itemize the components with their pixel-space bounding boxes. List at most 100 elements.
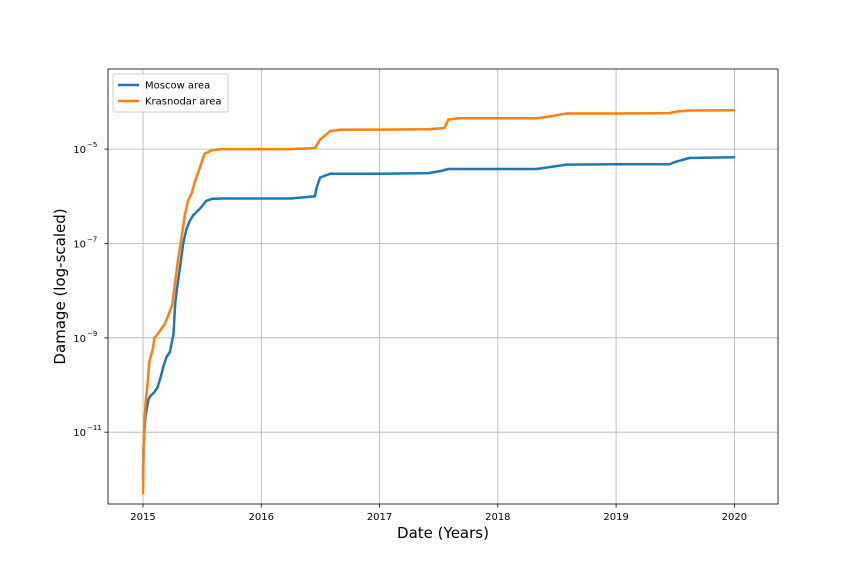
series-point-1 (230, 147, 233, 151)
series-point-0 (159, 375, 162, 378)
series-point-0 (173, 303, 177, 307)
y-tick-exponent: −11 (87, 424, 102, 432)
series-point-0 (230, 197, 233, 200)
series-point-1 (732, 109, 736, 112)
series-point-0 (178, 266, 182, 270)
series-point-1 (210, 149, 213, 152)
series-point-0 (156, 386, 159, 389)
series-point-0 (196, 209, 200, 212)
series-point-1 (565, 112, 568, 115)
y-tick-label: 10 −9 (73, 330, 97, 345)
series-line-1 (141, 108, 735, 494)
series-point-0 (447, 167, 450, 171)
series-point-1 (148, 361, 151, 364)
x-axis-label: Date (Years) (397, 524, 489, 542)
series-point-1 (289, 147, 292, 151)
y-axis-label: Damage (log-scaled) (51, 208, 69, 364)
x-tick-label: 2017 (367, 512, 392, 523)
series-point-1 (180, 234, 184, 237)
series-point-0 (153, 391, 156, 394)
x-axis-ticks: 2015 2016 2017 2018 2019 2020 (130, 504, 747, 523)
series-point-1 (143, 416, 146, 420)
series-point-1 (151, 347, 155, 350)
series-point-1 (144, 398, 148, 401)
series-point-1 (186, 199, 190, 203)
series-point-1 (203, 152, 206, 155)
series-point-0 (168, 350, 172, 354)
series-point-1 (447, 118, 450, 121)
series-point-0 (172, 332, 175, 336)
series-point-1 (535, 117, 538, 120)
legend-label-moscow: Moscow area (145, 81, 210, 92)
legend-box (112, 73, 229, 113)
x-tick-label: 2020 (722, 512, 747, 523)
series-point-1 (378, 128, 381, 131)
series-point-0 (673, 160, 676, 164)
grid-lines (108, 69, 778, 504)
series-point-0 (210, 197, 213, 201)
series-point-1 (171, 303, 174, 307)
series-point-0 (688, 156, 691, 160)
series-point-0 (147, 398, 150, 401)
series-point-0 (165, 355, 168, 358)
series-point-0 (732, 156, 736, 159)
series-point-0 (175, 289, 178, 292)
series-point-0 (182, 242, 185, 245)
series-point-0 (185, 228, 188, 231)
series-point-0 (318, 176, 322, 179)
series-line-0 (141, 156, 735, 480)
series-point-0 (378, 172, 381, 175)
y-tick-base: 10 (73, 145, 86, 156)
series-point-1 (688, 109, 691, 112)
series-point-0 (289, 197, 292, 200)
series-point-1 (668, 111, 671, 115)
series-point-1 (457, 117, 460, 120)
series-point-1 (260, 147, 263, 151)
series-point-0 (192, 213, 195, 217)
series-point-1 (141, 492, 145, 495)
series-point-0 (457, 167, 460, 171)
series-point-1 (173, 281, 177, 284)
plot-frame (107, 68, 779, 505)
y-tick-exponent: −7 (87, 235, 97, 243)
series-point-0 (441, 169, 444, 172)
series-point-0 (200, 205, 203, 208)
series-point-0 (427, 171, 430, 175)
series-point-1 (159, 328, 162, 331)
series-point-1 (142, 445, 145, 448)
series-point-1 (318, 138, 322, 141)
series-point-1 (313, 146, 317, 150)
y-tick-label: 10 −11 (73, 424, 102, 439)
series-point-0 (614, 163, 618, 166)
series-point-1 (328, 130, 332, 133)
series-point-0 (550, 165, 553, 169)
series-point-1 (673, 110, 676, 114)
series-point-1 (177, 256, 180, 259)
series-point-0 (668, 163, 671, 166)
y-tick-base: 10 (73, 334, 86, 345)
series-point-0 (188, 219, 191, 223)
series-point-1 (614, 112, 618, 115)
series-point-0 (220, 197, 223, 200)
series-point-1 (496, 117, 499, 120)
x-tick-label: 2018 (485, 512, 510, 523)
y-tick-exponent: −9 (87, 330, 97, 338)
y-tick-label: 10 −5 (73, 141, 97, 156)
series-point-1 (190, 191, 194, 194)
series-point-1 (193, 180, 196, 184)
series-point-1 (163, 322, 167, 325)
series-point-1 (220, 147, 223, 151)
series-point-0 (260, 197, 263, 200)
legend-label-krasnodar: Krasnodar area (145, 97, 222, 108)
y-tick-base: 10 (73, 239, 86, 250)
x-tick-label: 2019 (603, 512, 628, 523)
series-point-1 (198, 166, 201, 170)
series-point-0 (149, 394, 152, 397)
legend: Moscow area Krasnodar area (112, 73, 229, 113)
series-point-1 (167, 314, 170, 317)
series-point-0 (205, 199, 208, 203)
series-point-1 (338, 128, 342, 131)
series-point-0 (565, 163, 568, 166)
